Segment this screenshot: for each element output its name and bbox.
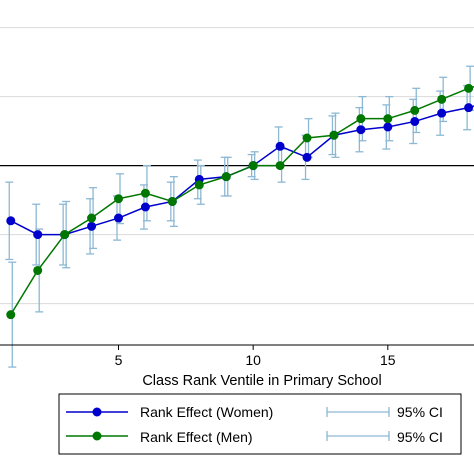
x-tick-label-15: 15 — [380, 352, 396, 368]
x-axis-label: Class Rank Ventile in Primary School — [142, 373, 381, 389]
point-women-11 — [275, 141, 285, 151]
legend-women-marker-swatch — [92, 407, 102, 417]
point-women-14 — [356, 125, 366, 135]
point-men-16 — [410, 105, 420, 115]
point-men-3 — [60, 230, 70, 240]
series-line-women — [10, 105, 474, 236]
point-men-15 — [383, 114, 393, 124]
point-men-14 — [356, 114, 366, 124]
legend-label-women: Rank Effect (Women) — [140, 404, 273, 420]
x-tick-label-10: 10 — [245, 352, 261, 368]
point-women-15 — [383, 122, 393, 132]
point-men-1 — [6, 310, 16, 320]
point-men-10 — [248, 161, 258, 171]
point-women-4 — [87, 221, 97, 231]
point-women-16 — [410, 116, 420, 126]
ci-layer — [5, 65, 474, 368]
x-tick-label-5: 5 — [115, 352, 123, 368]
series-line-men — [10, 85, 474, 316]
point-men-12 — [302, 133, 312, 143]
point-men-17 — [437, 94, 447, 104]
legend: Rank Effect (Women) 95% CI Rank Effect (… — [58, 393, 462, 455]
legend-label-ci-men: 95% CI — [397, 429, 443, 445]
legend-label-ci-women: 95% CI — [397, 404, 443, 420]
point-women-5 — [114, 213, 123, 223]
point-men-6 — [140, 188, 150, 198]
point-men-4 — [87, 213, 97, 223]
point-men-18 — [464, 83, 474, 93]
series-lines — [10, 85, 474, 316]
legend-men-marker-swatch — [92, 431, 102, 441]
point-women-18 — [464, 103, 474, 113]
point-men-8 — [194, 180, 204, 190]
point-men-5 — [114, 194, 123, 204]
legend-box — [58, 393, 462, 455]
point-men-9 — [221, 172, 231, 182]
point-men-2 — [33, 265, 43, 275]
point-men-13 — [329, 130, 339, 140]
point-women-6 — [140, 202, 150, 212]
grid-lines — [0, 27, 474, 305]
point-women-17 — [437, 108, 447, 118]
series-markers — [6, 83, 474, 320]
x-axis-ticks: 5 10 15 — [115, 345, 396, 368]
point-women-1 — [6, 216, 16, 226]
point-women-2 — [33, 230, 43, 240]
legend-label-men: Rank Effect (Men) — [140, 429, 253, 445]
point-men-11 — [275, 161, 285, 171]
point-women-12 — [302, 152, 312, 162]
point-men-7 — [167, 196, 177, 206]
